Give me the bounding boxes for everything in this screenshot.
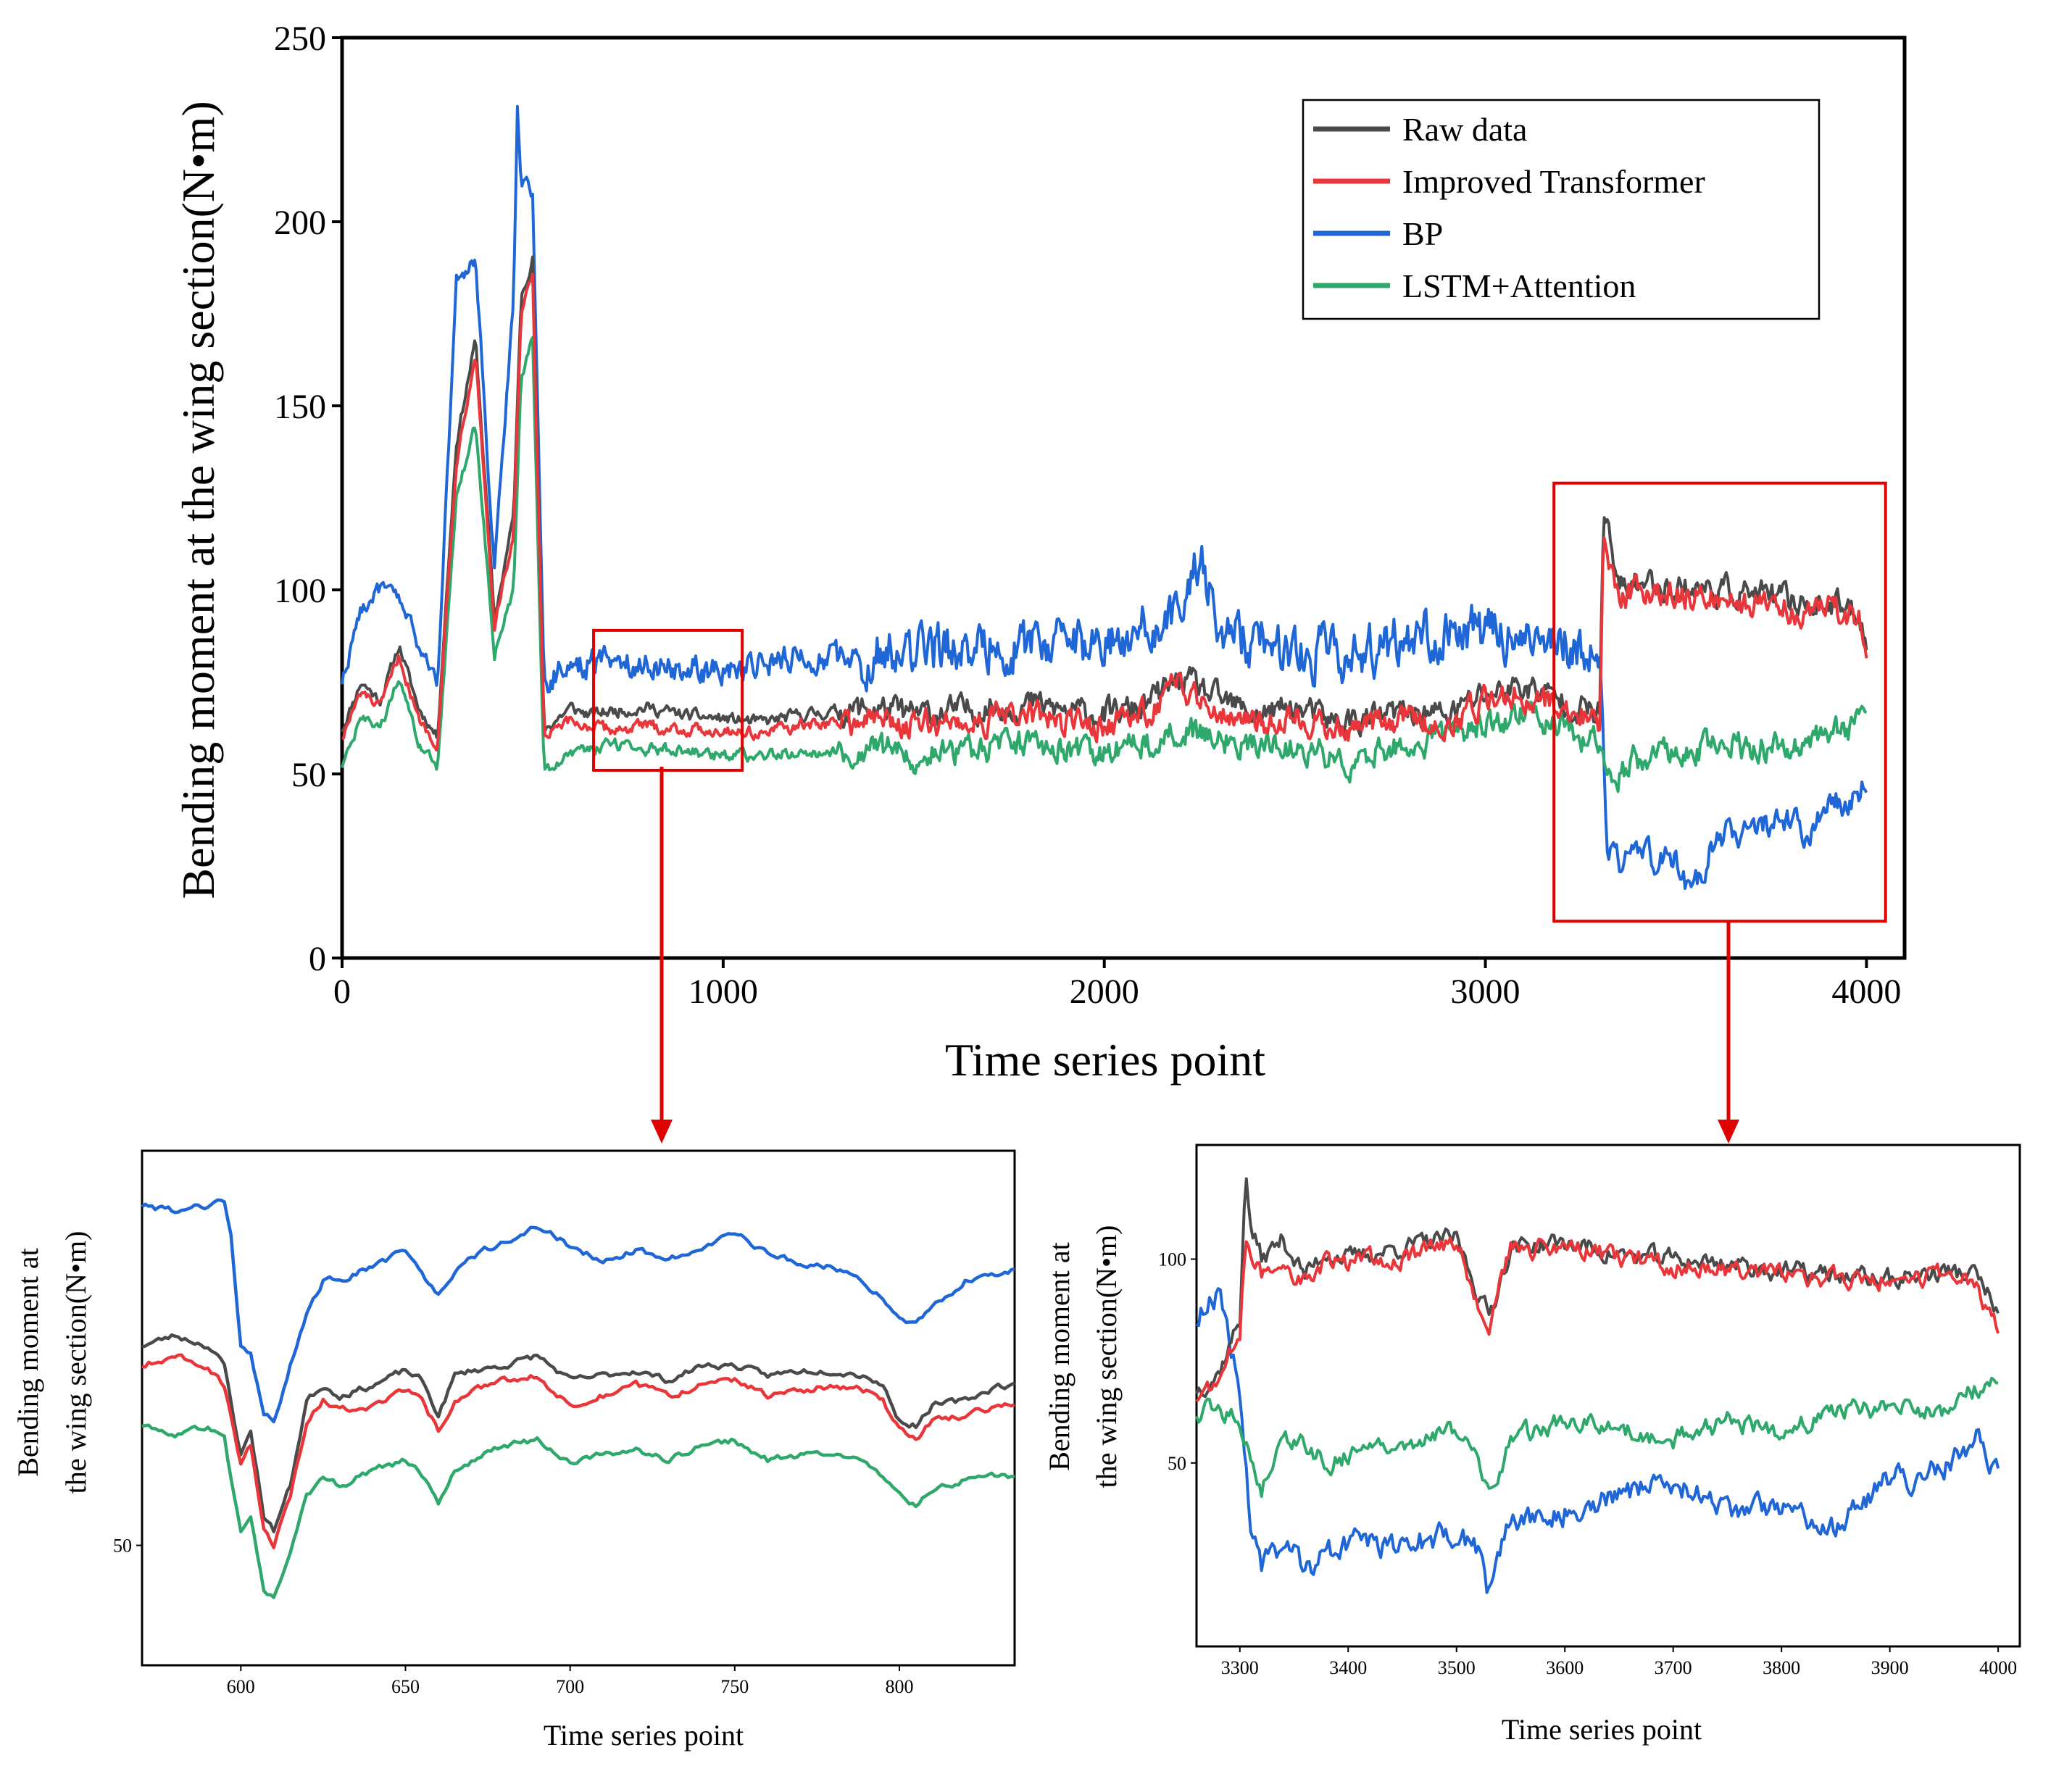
zoom-right-x-tick-label: 3300	[1221, 1657, 1259, 1678]
zoom-left-x-axis-label: Time series point	[544, 1719, 744, 1752]
zoom-left-series-raw-data	[141, 1333, 1015, 1533]
main-x-tick-label: 0	[333, 972, 351, 1011]
legend-label-bp: BP	[1402, 215, 1443, 252]
main-series-lstm-attention	[341, 336, 1868, 794]
legend-box	[1302, 99, 1821, 320]
main-y-tick-label: 250	[274, 20, 326, 58]
main-series-bp	[341, 104, 1868, 891]
zoom-right-series-lstm-attention	[1195, 1376, 1999, 1498]
legend-item-improved-transformer: Improved Transformer	[1313, 163, 1705, 200]
zoom-right-x-tick-label: 4000	[1979, 1657, 2017, 1678]
main-x-tick-label: 4000	[1831, 972, 1901, 1011]
zoom-left-x-tick-label: 600	[227, 1676, 255, 1697]
zoom-left-x-tick-label: 650	[391, 1676, 420, 1697]
zoom-left-plot-frame	[141, 1149, 1016, 1667]
zoom-right-y-axis-label-line1: Bending moment at	[1043, 1242, 1075, 1471]
zoom-left-x-tick-label: 700	[556, 1676, 584, 1697]
main-chart: 0 1000 2000 3000 4000 0 50 100 150 200 250 Time se…	[172, 20, 1907, 1144]
legend-label-lstm-attention: LSTM+Attention	[1402, 267, 1636, 304]
zoom-left-y-tick-label: 50	[113, 1536, 132, 1557]
zoom-right-x-tick-label: 3400	[1329, 1657, 1367, 1678]
zoom-right-series-bp	[1195, 1287, 2000, 1594]
main-x-tick-label: 3000	[1451, 972, 1520, 1011]
main-y-tick-label: 50	[291, 756, 326, 794]
zoom-left-series-lstm-attention	[141, 1423, 1015, 1599]
zoom-left-y-axis-label-line1: Bending moment at	[12, 1248, 44, 1477]
zoom-arrow-right	[1718, 922, 1739, 1144]
zoom-right-x-tick-label: 3600	[1546, 1657, 1584, 1678]
zoom-box-left	[592, 628, 744, 772]
main-y-tick-label: 100	[274, 572, 326, 610]
main-series-raw-data	[341, 255, 1868, 739]
main-y-tick-label: 150	[274, 388, 326, 426]
main-y-tick-label: 0	[309, 940, 326, 978]
legend-item-bp: BP	[1313, 215, 1443, 252]
main-y-tick-label: 200	[274, 204, 326, 242]
zoom-right-y-axis-label-line2: the wing section(N•m)	[1090, 1225, 1123, 1488]
zoom-right-series-improved-transformer	[1195, 1236, 2000, 1403]
legend-label-raw-data: Raw data	[1402, 111, 1527, 148]
zoom-right-x-tick-label: 3800	[1763, 1657, 1800, 1678]
zoom-box-right	[1552, 481, 1887, 923]
zoom-right-x-tick-label: 3700	[1655, 1657, 1692, 1678]
main-x-axis-label: Time series point	[945, 1034, 1265, 1086]
zoom-left-x-tick-label: 750	[720, 1676, 749, 1697]
zoom-arrow-left	[651, 767, 673, 1144]
zoom-right-y-tick-label: 50	[1168, 1453, 1186, 1474]
zoom-right-plot-frame	[1195, 1144, 2021, 1648]
zoom-right-x-tick-label: 3500	[1438, 1657, 1476, 1678]
zoom-left-y-axis-label-line2: the wing section(N•m)	[59, 1231, 92, 1494]
zoom-right-y-tick-label: 100	[1158, 1249, 1186, 1270]
zoom-left-chart: 600 650 700 750 800 50 Time series point Bend…	[12, 1149, 1016, 1752]
zoom-right-x-axis-label: Time series point	[1502, 1713, 1702, 1746]
main-x-tick-label: 1000	[688, 972, 758, 1011]
zoom-right-chart: 3300 3400 3500 3600 3700 3800 3900 4000 50 100 Ti…	[1043, 1144, 2021, 1746]
main-plot-frame	[340, 36, 1907, 960]
main-x-tick-label: 2000	[1070, 972, 1139, 1011]
zoom-left-series-improved-transformer	[141, 1353, 1015, 1550]
zoom-left-series-bp	[141, 1198, 1015, 1424]
legend-label-improved-transformer: Improved Transformer	[1402, 163, 1705, 200]
legend: Raw data Improved Transformer BP LSTM+At…	[1302, 99, 1821, 320]
legend-item-raw-data: Raw data	[1313, 111, 1527, 148]
zoom-right-x-tick-label: 3900	[1871, 1657, 1909, 1678]
legend-item-lstm-attention: LSTM+Attention	[1313, 267, 1636, 304]
main-y-axis-label: Bending moment at the wing section(N•m)	[172, 101, 224, 899]
main-series-improved-transformer	[341, 272, 1868, 752]
zoom-left-x-tick-label: 800	[885, 1676, 913, 1697]
